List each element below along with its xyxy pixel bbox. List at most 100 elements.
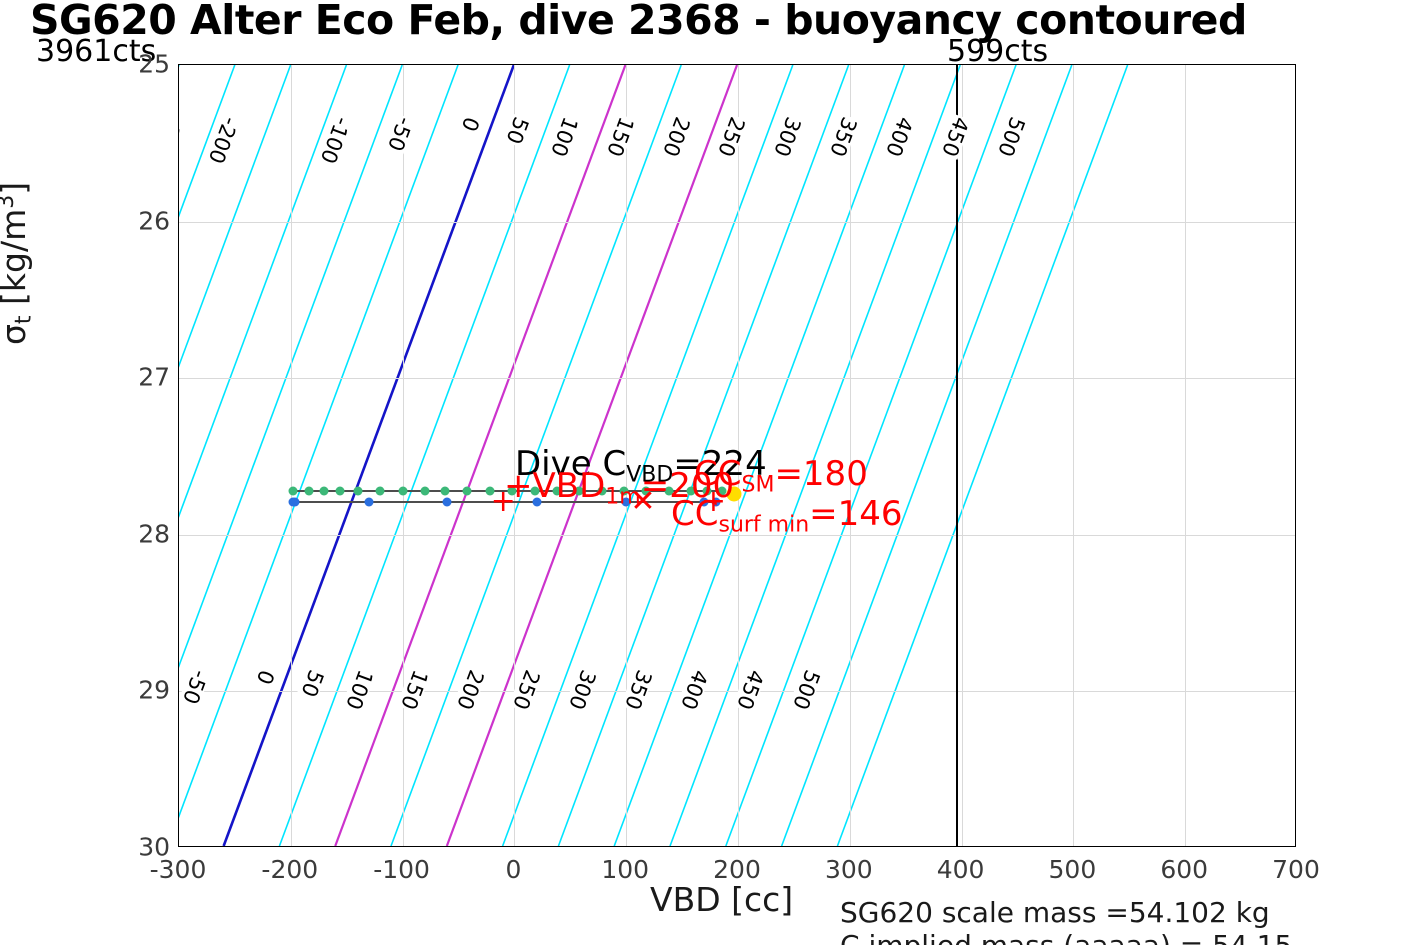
contour-line <box>557 65 850 846</box>
contour-line <box>179 65 292 368</box>
track-point <box>552 486 562 496</box>
contour-line <box>613 65 906 846</box>
annotation-dive-cvbd-text: Dive CVBD=224 <box>515 444 767 488</box>
max-vbd-reference-line <box>956 65 958 846</box>
annotation-dive-cvbd: Dive CVBD=224 <box>515 447 767 487</box>
annotation-cc-sm: CCSM=180 <box>694 457 868 497</box>
contour-line <box>836 65 1129 846</box>
plot-clip: -250 -200 -100 -50 0 50 100 150 200 250 300 350 400 4… <box>179 65 1295 846</box>
track-point <box>702 486 712 496</box>
contour-line <box>780 65 1073 846</box>
track-point <box>507 486 517 496</box>
track-point <box>442 497 452 507</box>
annotation-vbd-1m: +VBD1m=200 <box>504 469 734 509</box>
contour-line <box>669 65 961 846</box>
track-point <box>375 486 385 496</box>
contour-lines <box>179 65 1129 846</box>
track-point <box>621 497 631 507</box>
track-point <box>485 486 495 496</box>
gridline-vertical <box>1185 65 1187 846</box>
track-point <box>619 486 629 496</box>
contour-line <box>179 65 348 518</box>
x-axis-tick-label: 100 <box>601 855 650 884</box>
gridline-vertical <box>961 65 963 846</box>
footer-text: SG620 scale mass =54.102 kg C implied ma… <box>840 896 1292 945</box>
contour-line <box>725 65 1017 846</box>
contour-line <box>179 65 403 669</box>
gridline-horizontal <box>179 534 1295 536</box>
track-point <box>532 497 542 507</box>
track-point <box>574 486 584 496</box>
x-axis-tick-label: -200 <box>261 855 319 884</box>
contour-line <box>501 65 794 846</box>
annotation-vbd-1m-text: +VBD1m=200 <box>504 466 735 510</box>
y-axis-tick-label: 28 <box>138 519 170 549</box>
x-axis-tick-label: 700 <box>1272 855 1320 884</box>
x-axis-tick-label: 300 <box>824 855 873 884</box>
footer-line-1: SG620 scale mass =54.102 kg <box>840 896 1270 929</box>
cc-sm-x-marker: ✕ <box>630 483 656 519</box>
contour-line <box>179 65 459 819</box>
contour-line <box>222 65 516 846</box>
plot-area: -250 -200 -100 -50 0 50 100 150 200 250 300 350 400 4… <box>178 64 1296 847</box>
track-point <box>353 486 363 496</box>
y-axis-tick-label: 27 <box>138 362 170 392</box>
counts-label-right: 599cts <box>947 34 1049 69</box>
track-point <box>462 486 472 496</box>
track-point <box>319 486 329 496</box>
annotation-cc-sm-text: CCSM=180 <box>694 454 868 498</box>
y-axis-tick-label: 30 <box>138 832 170 862</box>
x-axis-label: VBD [cc] <box>650 880 794 919</box>
counts-label-left: 3961cts <box>36 34 157 69</box>
y-axis-label: σt [kg/m3] <box>0 182 37 345</box>
gridline-vertical <box>738 65 739 846</box>
track-point <box>290 497 300 507</box>
annotation-cc-surf-min-text: CCsurf min=146 <box>671 494 903 538</box>
track-point <box>288 486 298 496</box>
track-point <box>530 486 540 496</box>
contour-line <box>179 65 236 218</box>
contour-line <box>334 65 627 846</box>
gridline-vertical <box>849 65 851 846</box>
track-point <box>641 486 651 496</box>
track-point <box>717 486 727 496</box>
gridline-horizontal <box>179 378 1295 380</box>
track-point <box>335 486 345 496</box>
track-point <box>597 486 607 496</box>
contour-line <box>445 65 739 846</box>
x-axis-tick-label: -100 <box>373 855 430 884</box>
vbd-1m-plus-left: + <box>490 483 516 519</box>
x-axis-tick-label: 400 <box>936 855 985 884</box>
y-axis-tick-label: 25 <box>138 49 170 79</box>
track-point <box>304 486 314 496</box>
gridline-horizontal <box>179 221 1295 223</box>
track-point <box>440 486 450 496</box>
x-axis-tick-label: 500 <box>1048 855 1097 884</box>
x-axis-tick-label: 0 <box>505 855 522 884</box>
track-line <box>293 500 716 503</box>
surface-point-yellow <box>726 486 742 502</box>
contour-line <box>278 65 571 846</box>
gridline-vertical <box>402 65 404 846</box>
track-point <box>420 486 430 496</box>
gridline-vertical <box>626 65 628 846</box>
annotation-cc-surf-min: CCsurf min=146 <box>671 497 903 537</box>
y-axis-tick-label: 26 <box>138 206 170 236</box>
x-axis-tick-label: 200 <box>713 855 761 884</box>
track-point <box>364 497 374 507</box>
y-axis-tick-label: 29 <box>138 675 170 705</box>
track-point <box>699 497 709 507</box>
page-title: SG620 Alter Eco Feb, dive 2368 - buoyanc… <box>30 0 1247 44</box>
contour-line <box>390 65 682 846</box>
footer-line-2: C implied mass (aaaaa) = 54.15 <box>840 929 1292 945</box>
gridline-vertical <box>1073 65 1075 846</box>
gridline-vertical <box>514 65 516 846</box>
track-point <box>686 486 696 496</box>
gridline-vertical <box>290 65 292 846</box>
cc-surf-min-plus: + <box>700 483 726 519</box>
x-axis-tick-label: 600 <box>1160 855 1209 884</box>
track-point <box>398 486 408 496</box>
track-point <box>664 486 674 496</box>
x-axis-tick-label: -300 <box>149 855 207 884</box>
